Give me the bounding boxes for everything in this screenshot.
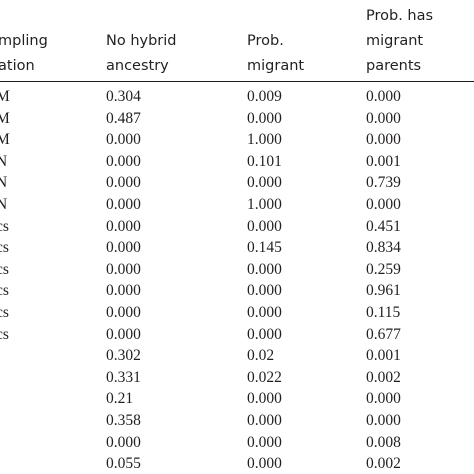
cell: 0.000: [247, 282, 282, 300]
cell: 0.000: [106, 174, 141, 192]
cell: 0.000: [247, 390, 282, 408]
header-cell: ation: [0, 58, 35, 74]
cell: 0.145: [247, 239, 282, 257]
row-location: cs: [0, 304, 9, 321]
cell: 0.000: [247, 455, 282, 473]
cell: 0.000: [106, 433, 141, 451]
row-location: cs: [0, 282, 9, 300]
header-rule: [0, 81, 474, 82]
cell: 0.02: [247, 347, 275, 365]
cell: 0.961: [366, 282, 401, 300]
cell: 0.000: [247, 412, 282, 429]
cell: 0.304: [106, 88, 141, 105]
row-location: M: [0, 109, 10, 127]
cell: 0.002: [366, 368, 401, 386]
cell: 0.000: [247, 433, 282, 451]
cell: 0.000: [247, 217, 282, 235]
cell: 0.358: [106, 412, 141, 429]
header-cell: migrant: [247, 58, 305, 74]
cell: 0.000: [366, 109, 401, 127]
cell: 0.001: [366, 152, 401, 170]
cell: 0.055: [106, 455, 141, 473]
cell: 0.000: [366, 412, 401, 429]
cell: 0.487: [106, 109, 141, 127]
header-cell: ancestry: [106, 58, 169, 74]
cell: 0.000: [247, 260, 282, 278]
header-cell: mpling: [0, 33, 48, 49]
cell: 0.000: [247, 325, 282, 343]
row-location: N: [0, 174, 8, 192]
cell: 0.000: [106, 152, 141, 170]
cell: 0.022: [247, 368, 282, 386]
cell: 0.000: [106, 239, 141, 257]
cell: 0.000: [106, 260, 141, 278]
row-location: cs: [0, 239, 9, 257]
row-location: N: [0, 196, 8, 213]
cell: 0.000: [247, 174, 282, 192]
cell: 0.739: [366, 174, 401, 192]
row-location: cs: [0, 260, 9, 278]
cell: 0.000: [106, 304, 141, 321]
cell: 0.834: [366, 239, 401, 257]
header-cell: Prob.: [247, 33, 284, 49]
row-location: M: [0, 131, 10, 149]
cell: 0.000: [106, 131, 141, 149]
cell: 0.002: [366, 455, 401, 473]
cell: 0.001: [366, 347, 401, 365]
cell: 0.331: [106, 368, 141, 386]
cell: 0.000: [106, 217, 141, 235]
row-location: cs: [0, 217, 9, 235]
cell: 0.009: [247, 88, 282, 105]
cell: 0.000: [106, 196, 141, 213]
cell: 0.000: [366, 196, 401, 213]
cell: 0.000: [366, 390, 401, 408]
row-location: M: [0, 88, 10, 105]
cell: 1.000: [247, 131, 282, 149]
cell: 0.000: [247, 109, 282, 127]
cell: 0.302: [106, 347, 141, 365]
cell: 0.000: [366, 88, 401, 105]
header-cell: parents: [366, 58, 422, 74]
cell: 0.000: [106, 282, 141, 300]
cell: 0.677: [366, 325, 401, 343]
cell: 0.000: [106, 325, 141, 343]
cell: 0.101: [247, 152, 282, 170]
cell: 0.000: [366, 131, 401, 149]
cell: 1.000: [247, 196, 282, 213]
cell: 0.115: [366, 304, 401, 321]
cell: 0.21: [106, 390, 134, 408]
cell: 0.000: [247, 304, 282, 321]
header-cell: Prob. has: [366, 8, 434, 24]
cell: 0.008: [366, 433, 401, 451]
row-location: cs: [0, 325, 9, 343]
header-cell: migrant: [366, 33, 424, 49]
row-location: N: [0, 152, 8, 170]
cell: 0.259: [366, 260, 401, 278]
cell: 0.451: [366, 217, 401, 235]
header-cell: No hybrid: [106, 33, 177, 49]
